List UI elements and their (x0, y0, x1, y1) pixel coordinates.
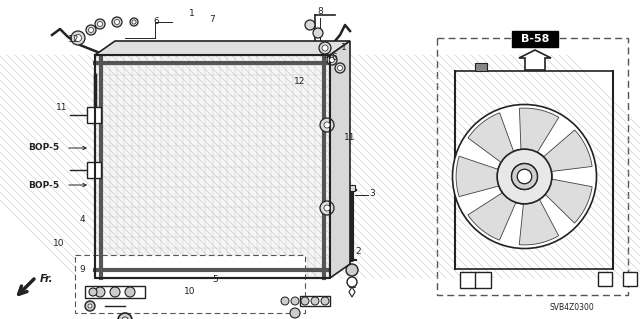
Circle shape (281, 297, 289, 305)
FancyBboxPatch shape (512, 31, 558, 47)
Polygon shape (468, 185, 522, 240)
Circle shape (511, 164, 538, 189)
Circle shape (88, 27, 93, 33)
Circle shape (319, 42, 331, 54)
Circle shape (517, 169, 532, 184)
Circle shape (88, 304, 92, 308)
Circle shape (346, 264, 358, 276)
Circle shape (320, 201, 334, 215)
Circle shape (132, 20, 136, 24)
Text: 6: 6 (331, 53, 337, 62)
Text: 1: 1 (341, 42, 347, 51)
Circle shape (95, 287, 105, 297)
Text: 10: 10 (184, 287, 196, 296)
Bar (300, 296, 330, 306)
Bar (623, 272, 637, 286)
Circle shape (337, 65, 342, 70)
Circle shape (122, 317, 128, 319)
Circle shape (327, 55, 337, 65)
Circle shape (130, 18, 138, 26)
Circle shape (324, 122, 330, 128)
Text: B-58: B-58 (521, 34, 549, 44)
Circle shape (347, 277, 357, 287)
Polygon shape (95, 41, 350, 55)
Circle shape (290, 308, 300, 318)
Circle shape (311, 297, 319, 305)
Text: BOP-5: BOP-5 (28, 144, 59, 152)
Text: 4: 4 (79, 216, 85, 225)
Text: 8: 8 (317, 8, 323, 17)
Circle shape (112, 17, 122, 27)
Bar (475, 272, 491, 288)
Circle shape (85, 301, 95, 311)
Bar (85, 286, 145, 298)
Circle shape (125, 287, 135, 297)
Circle shape (335, 63, 345, 73)
Circle shape (497, 149, 552, 204)
Circle shape (291, 297, 299, 305)
Circle shape (320, 118, 334, 132)
Circle shape (95, 19, 105, 29)
Circle shape (89, 288, 97, 296)
Polygon shape (520, 108, 559, 164)
Circle shape (118, 313, 132, 319)
Text: Fr.: Fr. (40, 274, 54, 284)
Bar (87, 162, 101, 178)
Polygon shape (95, 55, 330, 278)
Text: 6: 6 (153, 18, 159, 26)
Bar (598, 272, 612, 286)
Text: SVB4Z0300: SVB4Z0300 (550, 303, 595, 313)
Circle shape (452, 105, 596, 249)
Circle shape (324, 205, 330, 211)
Circle shape (517, 169, 532, 184)
Bar (437, 38, 628, 295)
Text: 2: 2 (355, 248, 361, 256)
Circle shape (71, 31, 85, 45)
Text: 11: 11 (344, 133, 356, 143)
Circle shape (321, 297, 329, 305)
Text: 10: 10 (53, 239, 65, 248)
Polygon shape (519, 187, 559, 245)
Circle shape (115, 19, 120, 25)
Circle shape (74, 34, 81, 41)
Circle shape (305, 20, 315, 30)
Polygon shape (519, 50, 551, 70)
Text: 3: 3 (369, 189, 375, 197)
Text: 12: 12 (68, 35, 80, 44)
Text: BOP-5: BOP-5 (28, 181, 59, 189)
Circle shape (97, 21, 102, 26)
Circle shape (322, 45, 328, 51)
Text: 7: 7 (209, 16, 215, 25)
Circle shape (330, 57, 335, 63)
Bar (475, 63, 487, 71)
Polygon shape (536, 176, 592, 223)
Bar (349, 185, 355, 191)
Circle shape (511, 164, 538, 189)
Text: 9: 9 (79, 265, 85, 275)
Circle shape (313, 28, 323, 38)
Text: 11: 11 (56, 103, 68, 113)
Bar (460, 272, 476, 288)
Polygon shape (330, 41, 350, 278)
Circle shape (497, 149, 552, 204)
Text: 1: 1 (189, 10, 195, 19)
Bar (87, 107, 101, 123)
Circle shape (110, 287, 120, 297)
Circle shape (86, 25, 96, 35)
Polygon shape (468, 113, 518, 171)
Circle shape (301, 297, 309, 305)
Bar (75, 255, 305, 313)
Polygon shape (533, 130, 592, 173)
Text: 5: 5 (212, 276, 218, 285)
Polygon shape (456, 156, 512, 197)
Text: 12: 12 (294, 78, 306, 86)
